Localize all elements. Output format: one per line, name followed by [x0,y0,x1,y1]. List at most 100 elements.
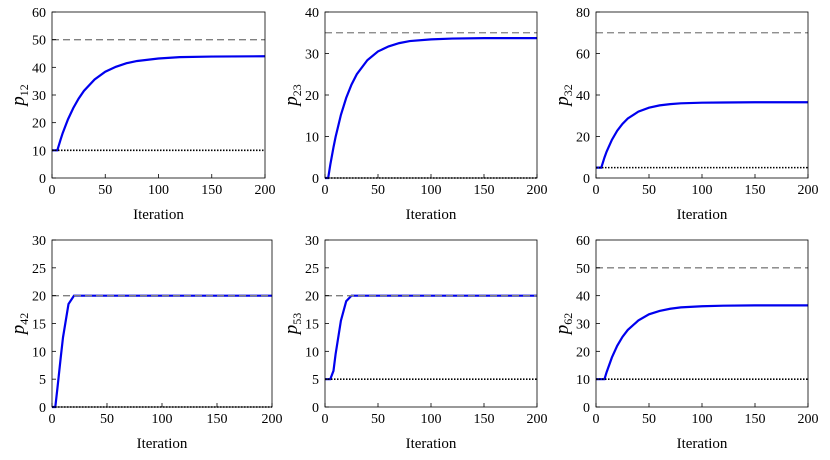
x-axis-label: Iteration [406,207,457,223]
series-line [52,55,266,152]
x-axis-label: Iteration [677,436,728,452]
y-axis-label: p53 [281,313,304,337]
x-tick-label: 100 [421,412,442,427]
plot-frame [324,11,538,179]
x-axis-label: Iteration [133,207,184,223]
x-axis-label: Iteration [406,436,457,452]
plot-frame [51,239,273,408]
y-tick-label: 30 [576,318,590,333]
y-axis-label: p23 [281,84,304,108]
x-tick-label: 50 [98,183,112,198]
x-tick-label: 200 [527,183,548,198]
plot-frame [324,239,538,408]
x-tick-label: 150 [745,183,766,198]
x-tick-label: 100 [692,412,713,427]
x-tick-label: 50 [642,412,656,427]
subplot: 0 50 100 150 200 0 10 20 30 40 50 60 Iteration p12 [8,6,276,223]
subplot: 0 50 100 150 200 0 10 20 30 40 50 60 Iteration p62 [552,234,819,452]
x-tick-label: 50 [642,183,656,198]
y-axis-label-subscript: 42 [17,313,31,325]
y-tick-label: 30 [32,89,46,104]
y-tick-label: 5 [312,373,319,388]
x-tick-label: 200 [798,183,819,198]
y-tick-label: 40 [576,290,590,305]
x-tick-label: 150 [207,412,228,427]
y-axis-label-base: p [8,325,29,337]
y-axis-label: p32 [552,84,575,108]
y-tick-label: 60 [576,48,590,63]
series-line [325,294,537,381]
x-tick-label: 100 [421,183,442,198]
y-axis-label-subscript: 62 [561,313,575,325]
x-tick-label: 50 [100,412,114,427]
series-line [52,294,272,409]
y-axis-label: p42 [8,313,31,337]
y-tick-label: 60 [32,6,46,21]
y-tick-label: 20 [576,131,590,146]
y-tick-label: 10 [32,144,46,159]
x-tick-label: 0 [322,183,329,198]
y-axis-label-subscript: 12 [17,84,31,96]
y-tick-label: 50 [32,34,46,49]
y-tick-label: 50 [576,262,590,277]
x-tick-label: 200 [255,183,276,198]
y-tick-label: 40 [32,61,46,76]
x-tick-label: 100 [148,183,169,198]
y-axis-label-subscript: 23 [290,84,304,96]
y-axis-label: p62 [552,313,575,337]
y-tick-label: 20 [576,345,590,360]
series-line [596,304,808,381]
y-axis-label-base: p [8,96,29,108]
x-axis-label: Iteration [677,207,728,223]
x-tick-label: 0 [49,183,56,198]
x-tick-label: 150 [201,183,222,198]
series-line [325,37,537,180]
x-tick-label: 200 [798,412,819,427]
y-axis-label-base: p [552,325,573,337]
y-axis-label-base: p [552,96,573,108]
y-tick-label: 10 [305,345,319,360]
subplot: 0 50 100 150 200 0 10 20 30 40 Iteration p23 [281,6,548,223]
x-tick-label: 50 [371,183,385,198]
y-tick-label: 0 [312,401,319,416]
y-tick-label: 25 [32,262,46,277]
plot-frame [595,11,809,179]
x-tick-label: 50 [371,412,385,427]
x-tick-label: 200 [262,412,283,427]
y-tick-label: 0 [39,401,46,416]
y-tick-label: 20 [32,290,46,305]
y-tick-label: 80 [576,6,590,21]
subplot: 0 50 100 150 200 0 20 40 60 80 Iteration p32 [552,6,819,223]
y-tick-label: 20 [305,89,319,104]
y-axis-label-subscript: 53 [290,313,304,325]
x-tick-label: 100 [152,412,173,427]
y-axis-label-base: p [281,325,302,337]
x-tick-label: 0 [49,412,56,427]
y-tick-label: 40 [305,6,319,21]
x-tick-label: 150 [474,412,495,427]
y-tick-label: 10 [576,373,590,388]
plot-frame [595,239,809,408]
y-tick-label: 5 [39,373,46,388]
y-tick-label: 0 [583,401,590,416]
y-tick-label: 40 [576,89,590,104]
y-tick-label: 30 [32,234,46,249]
x-tick-label: 150 [474,183,495,198]
x-tick-label: 0 [322,412,329,427]
y-tick-label: 15 [305,318,319,333]
y-axis-label: p12 [8,84,31,108]
y-tick-label: 0 [39,172,46,187]
y-tick-label: 10 [32,345,46,360]
y-tick-label: 20 [305,290,319,305]
y-axis-label-subscript: 32 [561,84,575,96]
y-tick-label: 60 [576,234,590,249]
y-tick-label: 10 [305,131,319,146]
x-tick-label: 100 [692,183,713,198]
x-tick-label: 150 [745,412,766,427]
y-tick-label: 30 [305,234,319,249]
y-axis-label-base: p [281,96,302,108]
y-tick-label: 25 [305,262,319,277]
x-tick-label: 200 [527,412,548,427]
x-tick-label: 0 [593,412,600,427]
